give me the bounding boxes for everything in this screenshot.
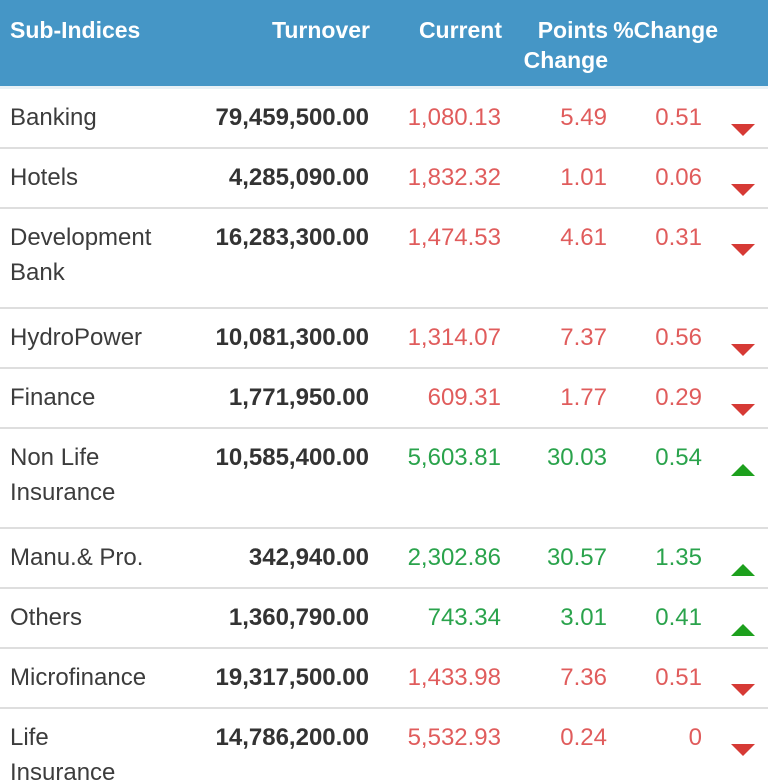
row-name: Finance	[0, 367, 160, 428]
row-name: Others	[0, 587, 160, 648]
table-row: Hotels 4,285,090.00 1,832.32 1.01 0.06	[0, 147, 768, 208]
header-pct-change: %Change	[608, 0, 718, 88]
trend-arrow-icon	[731, 404, 755, 416]
header-turnover: Turnover	[160, 0, 370, 88]
row-name: HydroPower	[0, 307, 160, 368]
table-header: Sub-Indices Turnover Current Points Chan…	[0, 0, 768, 88]
trend-arrow-icon	[731, 684, 755, 696]
table-row: Microfinance 19,317,500.00 1,433.98 7.36…	[0, 647, 768, 708]
table-row: HydroPower 10,081,300.00 1,314.07 7.37 0…	[0, 307, 768, 368]
row-turnover: 16,283,300.00	[160, 207, 370, 308]
row-current: 1,832.32	[370, 147, 502, 208]
row-pct-change: 0.51	[655, 104, 702, 131]
row-pct-change: 0.51	[608, 647, 718, 708]
row-points-change: 3.01	[502, 587, 608, 648]
row-turnover: 1,771,950.00	[160, 367, 370, 428]
table-row: Life Insurance 14,786,200.00 5,532.93 0.…	[0, 707, 768, 784]
trend-arrow-icon	[731, 744, 755, 756]
row-current: 609.31	[370, 367, 502, 428]
table-row: Finance 1,771,950.00 609.31 1.77 0.29	[0, 367, 768, 428]
row-turnover: 4,285,090.00	[160, 147, 370, 208]
row-points-change: 1.01	[502, 147, 608, 208]
row-points-change: 30.03	[502, 427, 608, 528]
row-name: Life Insurance	[0, 707, 160, 784]
row-pct-change: 0.54	[608, 427, 718, 528]
trend-arrow-icon	[731, 244, 755, 256]
row-turnover: 342,940.00	[160, 527, 370, 588]
trend-arrow-icon	[731, 184, 755, 196]
row-points-change: 7.36	[502, 647, 608, 708]
row-current: 5,532.93	[370, 707, 502, 784]
table-row: Development Bank 16,283,300.00 1,474.53 …	[0, 207, 768, 308]
header-points-change: Points Change	[502, 0, 608, 88]
row-name: Microfinance	[0, 647, 160, 708]
row-pct-change: 0.31	[608, 207, 718, 308]
row-points-change: 7.37	[502, 307, 608, 368]
header-trend-spacer	[718, 0, 768, 88]
row-turnover: 19,317,500.00	[160, 647, 370, 708]
table-row: Banking 79,459,500.00 1,080.13 5.49 0.51	[0, 88, 768, 149]
trend-arrow-icon	[731, 124, 755, 136]
trend-arrow-icon	[731, 464, 755, 476]
row-pct-change: 1.35	[608, 527, 718, 588]
row-points-change: 0.24	[502, 707, 608, 784]
row-name: Hotels	[0, 147, 160, 208]
trend-arrow-icon	[731, 624, 755, 636]
row-current: 5,603.81	[370, 427, 502, 528]
row-name: Banking	[10, 104, 97, 131]
row-turnover: 14,786,200.00	[160, 707, 370, 784]
row-current: 1,314.07	[370, 307, 502, 368]
trend-arrow-icon	[731, 564, 755, 576]
header-sub-indices: Sub-Indices	[0, 0, 160, 88]
table-row: Non Life Insurance 10,585,400.00 5,603.8…	[0, 427, 768, 528]
row-points-change: 30.57	[502, 527, 608, 588]
row-turnover: 1,360,790.00	[160, 587, 370, 648]
row-pct-change: 0.06	[608, 147, 718, 208]
row-pct-change: 0	[608, 707, 718, 784]
row-current: 2,302.86	[370, 527, 502, 588]
row-turnover: 79,459,500.00	[215, 104, 369, 131]
row-pct-change: 0.56	[608, 307, 718, 368]
row-name: Non Life Insurance	[0, 427, 160, 528]
row-pct-change: 0.41	[608, 587, 718, 648]
trend-arrow-icon	[731, 344, 755, 356]
row-current: 1,433.98	[370, 647, 502, 708]
row-points-change: 4.61	[502, 207, 608, 308]
table-row: Manu.& Pro. 342,940.00 2,302.86 30.57 1.…	[0, 527, 768, 588]
row-turnover: 10,585,400.00	[160, 427, 370, 528]
row-points-change: 1.77	[502, 367, 608, 428]
row-current: 743.34	[370, 587, 502, 648]
row-name: Manu.& Pro.	[0, 527, 160, 588]
row-pct-change: 0.29	[608, 367, 718, 428]
row-current: 1,474.53	[370, 207, 502, 308]
row-name: Development Bank	[0, 207, 160, 308]
row-current: 1,080.13	[407, 104, 501, 131]
row-points-change: 5.49	[560, 104, 607, 131]
header-current: Current	[370, 0, 502, 88]
row-turnover: 10,081,300.00	[160, 307, 370, 368]
table-row: Others 1,360,790.00 743.34 3.01 0.41	[0, 587, 768, 648]
